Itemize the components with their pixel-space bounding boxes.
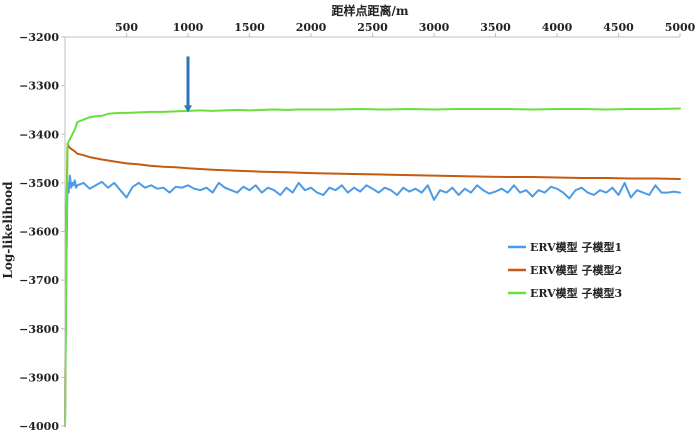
x-tick-label: 4500 — [603, 21, 634, 34]
x-tick-label: 2000 — [296, 21, 327, 34]
axes-group: 500 1000 1500 2000 2500 3000 3500 4000 4500 5000 −… — [19, 21, 695, 433]
y-tick-label: −3500 — [19, 177, 59, 190]
series-line-1 — [64, 174, 681, 427]
x-tick-label: 500 — [115, 21, 138, 34]
x-tick-label: 3000 — [419, 21, 450, 34]
annotation-group — [184, 56, 192, 113]
y-tick-label: −3700 — [19, 274, 59, 287]
x-tick-label: 1000 — [173, 21, 204, 34]
legend: ERV模型 子模型1 ERV模型 子模型2 ERV模型 子模型3 — [508, 240, 622, 300]
x-tick-label: 3500 — [480, 21, 511, 34]
y-tick-label: −3900 — [19, 371, 59, 384]
x-axis-title: 距样点距离/m — [331, 3, 408, 18]
y-tick-label: −3300 — [19, 80, 59, 93]
x-tick-label: 1500 — [234, 21, 265, 34]
y-axis-title: Log-likelihood — [1, 181, 15, 279]
legend-label-2: ERV模型 子模型2 — [530, 263, 622, 277]
series-line-2 — [64, 143, 681, 427]
series-group — [64, 107, 681, 427]
legend-label-1: ERV模型 子模型1 — [530, 240, 622, 254]
x-tick-label: 2500 — [357, 21, 388, 34]
legend-label-3: ERV模型 子模型3 — [530, 286, 622, 300]
x-tick-label: 5000 — [665, 21, 696, 34]
series-line-3 — [64, 107, 681, 427]
annotation-arrow-head — [184, 105, 192, 113]
y-tick-label: −3400 — [19, 128, 59, 141]
y-tick-label: −3600 — [19, 226, 59, 239]
y-tick-label: −3800 — [19, 323, 59, 336]
y-tick-label: −3200 — [19, 31, 59, 44]
x-tick-label: 4000 — [542, 21, 573, 34]
y-tick-label: −4000 — [19, 420, 59, 433]
